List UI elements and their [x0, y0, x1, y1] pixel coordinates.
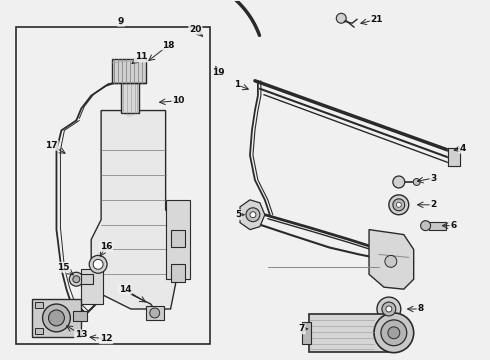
Bar: [35, 302, 43, 308]
Bar: [310, 314, 389, 352]
Bar: [74, 311, 87, 321]
Circle shape: [381, 320, 407, 346]
Circle shape: [374, 313, 414, 353]
Text: 16: 16: [100, 242, 112, 251]
Bar: [81, 269, 103, 304]
Text: 17: 17: [45, 141, 58, 150]
Circle shape: [377, 297, 401, 321]
Bar: [16, 27, 210, 344]
Text: 6: 6: [450, 221, 457, 230]
Bar: [171, 230, 185, 247]
Text: 7: 7: [298, 324, 305, 333]
Circle shape: [89, 255, 107, 273]
Circle shape: [43, 304, 71, 332]
Bar: [112, 59, 146, 83]
Circle shape: [49, 310, 64, 326]
Circle shape: [388, 327, 400, 339]
Circle shape: [336, 13, 346, 23]
Circle shape: [396, 202, 401, 207]
Text: 14: 14: [119, 285, 131, 294]
Text: 1: 1: [234, 80, 240, 89]
Circle shape: [250, 212, 256, 218]
Circle shape: [413, 179, 420, 185]
Circle shape: [150, 308, 160, 318]
Text: 12: 12: [100, 334, 112, 343]
Circle shape: [389, 195, 409, 215]
Circle shape: [73, 276, 80, 283]
Bar: [301, 322, 312, 344]
Circle shape: [386, 306, 392, 312]
Text: 18: 18: [162, 41, 175, 50]
Bar: [429, 222, 446, 230]
Text: 9: 9: [118, 17, 124, 26]
Polygon shape: [240, 200, 265, 230]
Bar: [81, 274, 93, 284]
Text: 15: 15: [57, 263, 70, 272]
Circle shape: [393, 176, 405, 188]
Text: 11: 11: [135, 53, 147, 62]
Bar: [171, 264, 185, 282]
Text: 3: 3: [430, 174, 437, 183]
Text: 4: 4: [459, 144, 466, 153]
Circle shape: [246, 208, 260, 222]
Text: 13: 13: [75, 330, 88, 339]
Text: 20: 20: [189, 25, 201, 34]
Bar: [121, 81, 139, 113]
Text: 10: 10: [172, 96, 185, 105]
Text: 5: 5: [235, 210, 241, 219]
Bar: [32, 299, 81, 337]
Circle shape: [93, 260, 103, 269]
Bar: [146, 306, 164, 320]
Text: 21: 21: [371, 15, 383, 24]
Circle shape: [385, 255, 397, 267]
Circle shape: [393, 199, 405, 211]
Circle shape: [420, 221, 431, 231]
Text: 8: 8: [417, 305, 424, 314]
Polygon shape: [369, 230, 414, 289]
Text: 2: 2: [430, 200, 437, 209]
Polygon shape: [91, 111, 175, 309]
Circle shape: [382, 302, 396, 316]
Bar: [35, 328, 43, 334]
Polygon shape: [448, 148, 460, 166]
Bar: [166, 200, 191, 279]
Circle shape: [70, 272, 83, 286]
Text: 19: 19: [212, 68, 224, 77]
